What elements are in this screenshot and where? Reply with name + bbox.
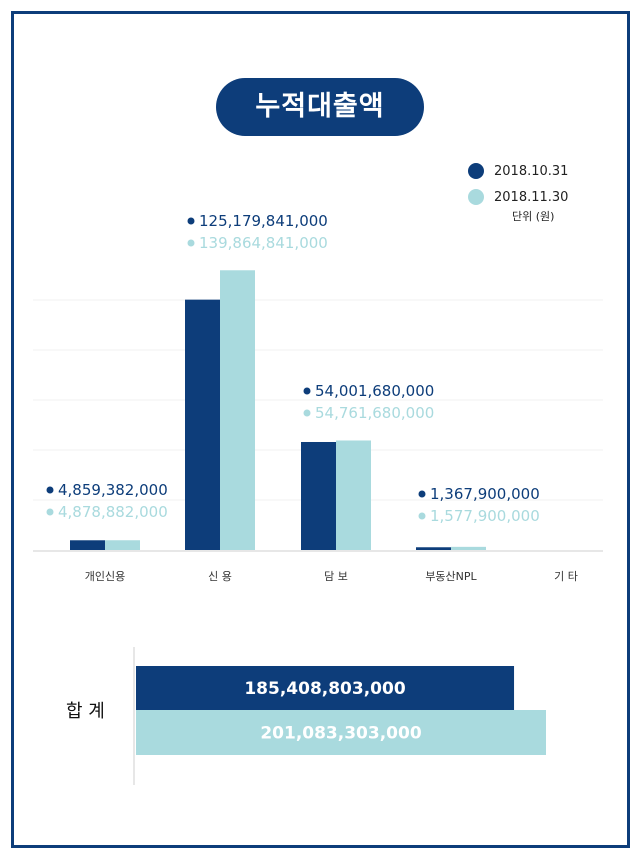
bar-1-nov bbox=[105, 540, 140, 550]
bar-4-nov bbox=[451, 546, 486, 550]
x-tick-label-4: 부동산NPL bbox=[425, 570, 477, 583]
value-dot-1-1 bbox=[46, 486, 54, 494]
value-dot-3-2 bbox=[303, 409, 311, 417]
bar-1-oct bbox=[70, 540, 105, 550]
legend-swatch-2 bbox=[468, 189, 484, 205]
legend-label-2: 2018.11.30 bbox=[494, 189, 569, 205]
total-label: 합 계 bbox=[66, 701, 105, 722]
legend-item-2: 2018.11.30 bbox=[468, 184, 618, 210]
value-dot-1-2 bbox=[46, 508, 54, 516]
unit-label: 단위 (원) bbox=[512, 210, 555, 223]
legend-label-1: 2018.10.31 bbox=[494, 163, 569, 179]
x-tick-label-5: 기 타 bbox=[554, 570, 578, 583]
value-label-1-2: 4,878,882,000 bbox=[58, 503, 168, 521]
bar-2-nov bbox=[220, 270, 255, 550]
legend-item-1: 2018.10.31 bbox=[468, 158, 618, 184]
value-label-1-1: 4,859,382,000 bbox=[58, 481, 168, 499]
value-dot-2-2 bbox=[187, 239, 195, 247]
value-dot-3-1 bbox=[303, 387, 311, 395]
total-bar-nov bbox=[136, 710, 546, 755]
value-label-3-2: 54,761,680,000 bbox=[315, 404, 434, 422]
legend-swatch-1 bbox=[468, 163, 484, 179]
total-value-label-1: 185,408,803,000 bbox=[244, 679, 405, 699]
total-bar-oct bbox=[136, 666, 515, 710]
bar-3-nov bbox=[336, 440, 371, 550]
bar-4-oct bbox=[416, 547, 451, 550]
value-dot-4-1 bbox=[418, 490, 426, 498]
value-label-4-1: 1,367,900,000 bbox=[430, 485, 540, 503]
legend: 2018.10.31 2018.11.30 bbox=[468, 158, 618, 210]
value-label-2-1: 125,179,841,000 bbox=[199, 212, 328, 230]
x-tick-label-2: 신 용 bbox=[208, 570, 232, 583]
value-dot-4-2 bbox=[418, 512, 426, 520]
value-label-2-2: 139,864,841,000 bbox=[199, 234, 328, 252]
bar-2-oct bbox=[185, 299, 220, 550]
value-label-3-1: 54,001,680,000 bbox=[315, 382, 434, 400]
chart-title: 누적대출액 bbox=[216, 78, 424, 136]
x-tick-label-3: 담 보 bbox=[324, 570, 348, 583]
x-tick-label-1: 개인신용 bbox=[85, 570, 125, 583]
value-label-4-2: 1,577,900,000 bbox=[430, 507, 540, 525]
page-frame bbox=[11, 11, 630, 848]
total-value-label-2: 201,083,303,000 bbox=[260, 724, 421, 744]
value-dot-2-1 bbox=[187, 217, 195, 225]
bar-3-oct bbox=[301, 441, 336, 550]
